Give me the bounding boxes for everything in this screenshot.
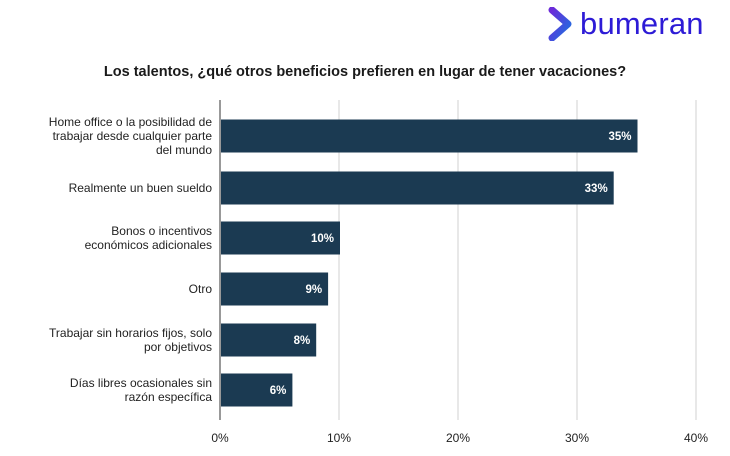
category-label: Otro — [189, 282, 213, 296]
x-tick-label: 0% — [211, 431, 229, 445]
category-label-line: Realmente un buen sueldo — [69, 181, 213, 195]
category-label-line: Otro — [189, 282, 213, 296]
category-label-line: razón específica — [125, 390, 213, 404]
bar — [221, 272, 329, 306]
bar — [221, 373, 293, 407]
category-label: Bonos o incentivos económicos adicionales — [85, 224, 212, 252]
category-label: Días libres ocasionales sin razón específ… — [70, 376, 212, 404]
x-tick-label: 30% — [565, 431, 589, 445]
category-label-line: del mundo — [156, 143, 212, 157]
bar-value-label: 33% — [585, 183, 608, 195]
bumeran-mark-icon — [548, 7, 572, 41]
bumeran-logo: bumeran — [548, 4, 704, 44]
category-label-line: Home office o la posibilidad de — [49, 115, 213, 129]
bar-value-label: 8% — [294, 335, 311, 347]
category-label-line: Bonos o incentivos — [111, 224, 212, 238]
brand-name: bumeran — [580, 6, 704, 41]
bar — [221, 323, 317, 357]
category-label-line: Trabajar sin horarios fijos, solo — [49, 326, 212, 340]
category-label: Home office o la posibilidad de trabajar … — [49, 115, 213, 157]
category-label: Trabajar sin horarios fijos, solo por obj… — [49, 326, 212, 354]
x-tick-label: 20% — [446, 431, 470, 445]
category-label-line: por objetivos — [144, 340, 212, 354]
category-label: Realmente un buen sueldo — [69, 181, 213, 195]
category-label-line: Días libres ocasionales sin — [70, 376, 212, 390]
bar-value-label: 9% — [305, 284, 322, 296]
bar-value-label: 35% — [608, 131, 631, 143]
bar — [221, 119, 638, 153]
x-tick-label: 40% — [684, 431, 708, 445]
chart-title: Los talentos, ¿qué otros beneficios pref… — [103, 64, 627, 80]
category-label-line: trabajar desde cualquier parte — [53, 129, 213, 143]
bar — [221, 171, 614, 205]
bar-value-label: 6% — [270, 385, 287, 397]
x-tick-label: 10% — [327, 431, 351, 445]
category-label-line: económicos adicionales — [85, 238, 212, 252]
bar-value-label: 10% — [311, 233, 334, 245]
bar — [221, 221, 340, 255]
